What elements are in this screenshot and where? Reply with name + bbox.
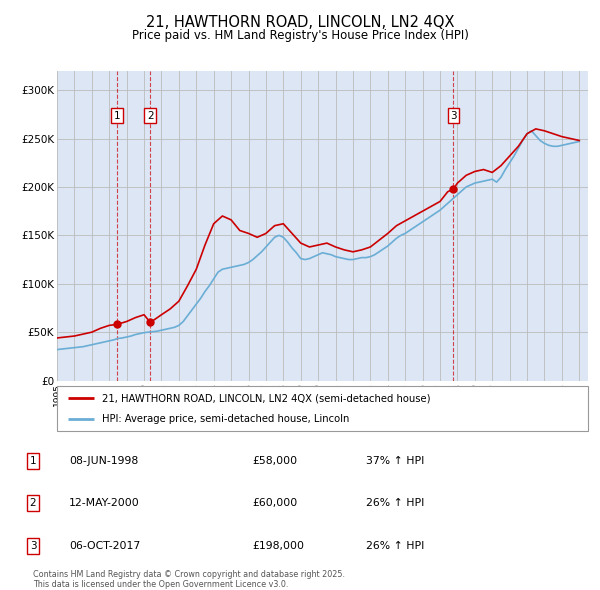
Text: 06-OCT-2017: 06-OCT-2017: [69, 541, 140, 550]
Text: 2: 2: [29, 499, 37, 508]
Text: 1: 1: [29, 456, 37, 466]
Text: 26% ↑ HPI: 26% ↑ HPI: [366, 541, 424, 550]
Text: 08-JUN-1998: 08-JUN-1998: [69, 456, 138, 466]
Text: Price paid vs. HM Land Registry's House Price Index (HPI): Price paid vs. HM Land Registry's House …: [131, 29, 469, 42]
Text: 3: 3: [450, 111, 457, 121]
Text: 37% ↑ HPI: 37% ↑ HPI: [366, 456, 424, 466]
Text: 2: 2: [147, 111, 154, 121]
Text: £58,000: £58,000: [252, 456, 297, 466]
FancyBboxPatch shape: [57, 386, 588, 431]
Text: 3: 3: [29, 541, 37, 550]
Text: £60,000: £60,000: [252, 499, 297, 508]
Text: 21, HAWTHORN ROAD, LINCOLN, LN2 4QX: 21, HAWTHORN ROAD, LINCOLN, LN2 4QX: [146, 15, 454, 30]
Text: Contains HM Land Registry data © Crown copyright and database right 2025.
This d: Contains HM Land Registry data © Crown c…: [33, 570, 345, 589]
Text: 1: 1: [113, 111, 120, 121]
Text: 21, HAWTHORN ROAD, LINCOLN, LN2 4QX (semi-detached house): 21, HAWTHORN ROAD, LINCOLN, LN2 4QX (sem…: [102, 394, 431, 404]
Text: HPI: Average price, semi-detached house, Lincoln: HPI: Average price, semi-detached house,…: [102, 414, 350, 424]
Text: £198,000: £198,000: [252, 541, 304, 550]
Text: 12-MAY-2000: 12-MAY-2000: [69, 499, 140, 508]
Text: 26% ↑ HPI: 26% ↑ HPI: [366, 499, 424, 508]
